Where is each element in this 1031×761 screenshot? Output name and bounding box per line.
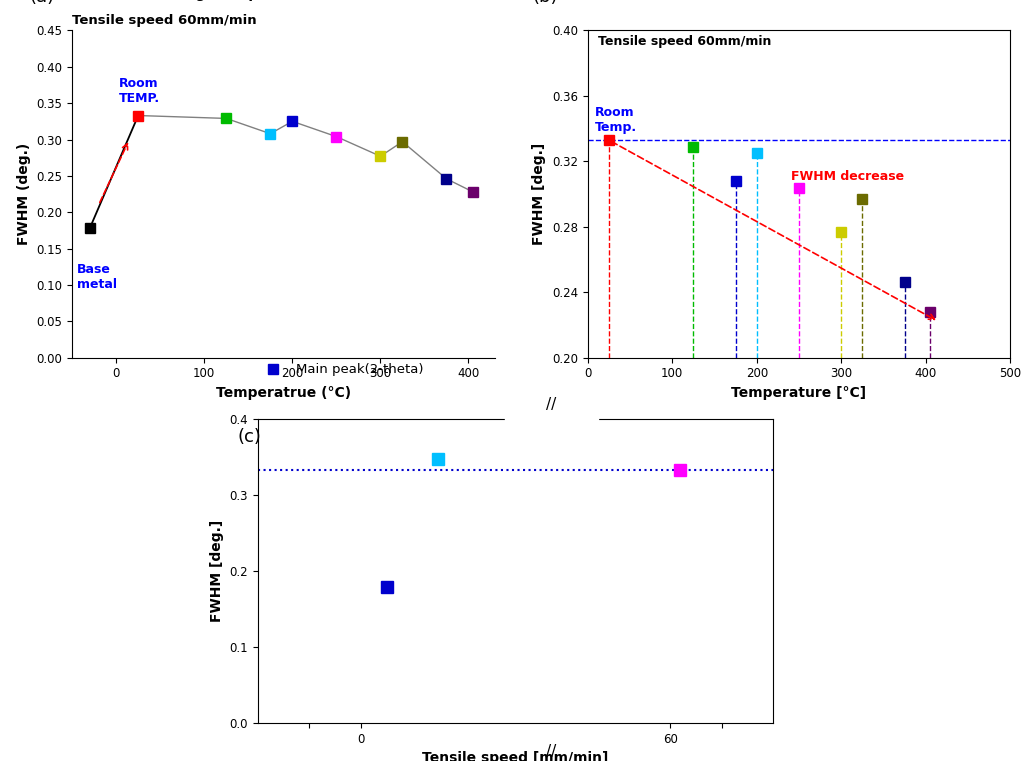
Y-axis label: FWHM [deg.]: FWHM [deg.]: [532, 143, 546, 245]
Y-axis label: FWHM (deg.): FWHM (deg.): [16, 143, 31, 245]
Text: (a): (a): [30, 0, 55, 6]
Text: Tensile speed 60mm/min: Tensile speed 60mm/min: [598, 35, 771, 49]
Text: Base
metal: Base metal: [76, 263, 117, 291]
Text: (b): (b): [533, 0, 558, 6]
X-axis label: Temperatrue (°C): Temperatrue (°C): [215, 386, 352, 400]
Text: FWHM decrease: FWHM decrease: [791, 170, 904, 183]
Text: Tensile speed 60mm/min: Tensile speed 60mm/min: [72, 14, 257, 27]
Text: //: //: [546, 397, 557, 412]
X-axis label: Tensile speed [mm/min]: Tensile speed [mm/min]: [423, 751, 608, 761]
Text: Room
Temp.: Room Temp.: [595, 106, 636, 133]
Text: Room
TEMP.: Room TEMP.: [119, 77, 160, 104]
Y-axis label: FWHM [deg.]: FWHM [deg.]: [210, 520, 224, 622]
Text: XRD Result of High temperature Tensile Tests: XRD Result of High temperature Tensile T…: [72, 0, 413, 1]
X-axis label: Temperature [°C]: Temperature [°C]: [731, 386, 867, 400]
Legend: Main peak(2-theta): Main peak(2-theta): [254, 358, 429, 382]
Text: //: //: [546, 744, 557, 759]
Text: (c): (c): [237, 428, 261, 446]
